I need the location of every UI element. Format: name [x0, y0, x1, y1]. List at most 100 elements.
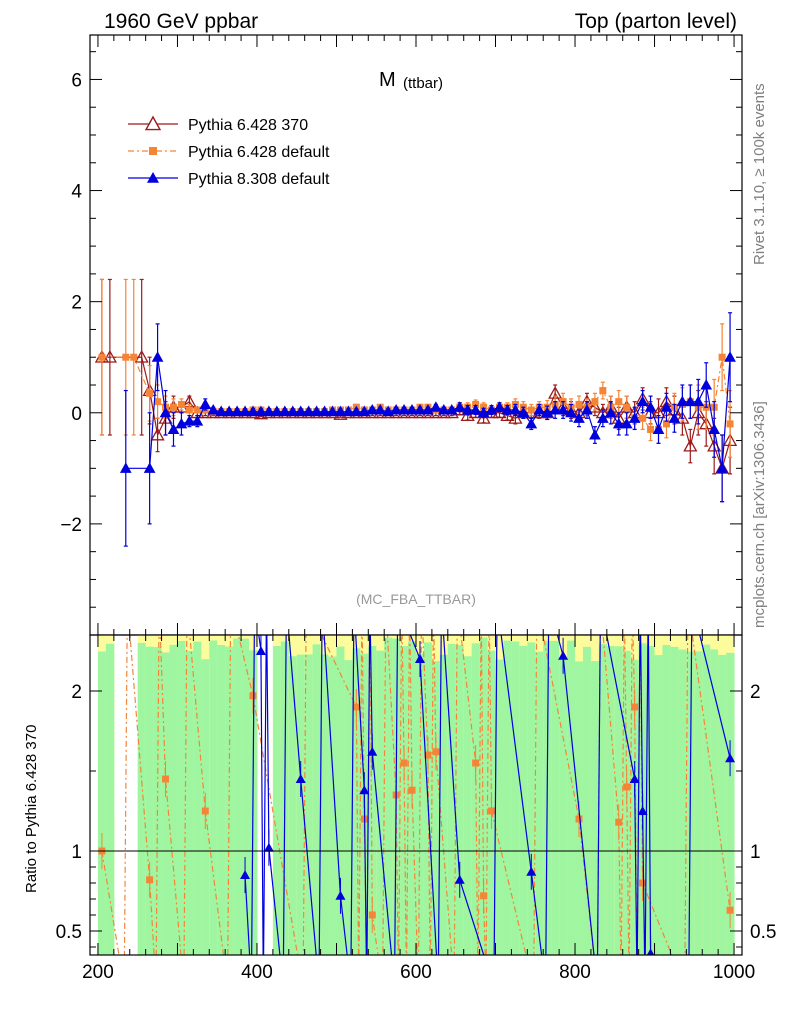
data-point: [437, 403, 450, 415]
ratio-panel: 0.5 0.5 1 1 2 2 200 400 600 800 1000 Ratio to Pyth…: [23, 634, 776, 983]
x-tick-label: 800: [559, 962, 591, 983]
uncertainty-band-green: [344, 660, 353, 955]
uncertainty-band-green: [241, 638, 250, 955]
data-point: [177, 400, 185, 408]
uncertainty-band-green: [439, 654, 449, 955]
ratio-point: [162, 775, 170, 783]
uncertainty-band-green: [296, 654, 306, 955]
uncertainty-band-green: [590, 661, 600, 955]
uncertainty-band-green: [272, 645, 282, 955]
ratio-point: [414, 654, 425, 663]
y-tick-label: 4: [71, 182, 82, 203]
watermark: (MC_FBA_TTBAR): [356, 591, 476, 607]
ratio-point: [639, 879, 647, 887]
ratio-point: [367, 746, 378, 756]
data-point: [430, 401, 442, 412]
data-point: [310, 405, 323, 417]
uncertainty-band-green: [209, 640, 218, 955]
data-point: [342, 405, 355, 417]
data-point: [541, 406, 554, 418]
series-pythia-6-428-default: [98, 278, 734, 458]
data-point: [223, 405, 235, 417]
data-point: [215, 405, 228, 417]
ratio-point: [631, 703, 639, 711]
uncertainty-band-green: [217, 644, 226, 955]
ratio-point: [558, 650, 569, 660]
ratio-point: [432, 748, 440, 756]
uncertainty-band-green: [304, 654, 314, 955]
data-point: [477, 406, 490, 418]
uncertainty-band-green: [718, 654, 727, 955]
data-point: [557, 403, 569, 415]
main-panel: −2 0 2 4 6 M (ttbar) (MC_FBA_TTBAR) Pythia 6…: [60, 34, 743, 636]
ratio-point: [263, 842, 274, 852]
uncertainty-band-green: [463, 656, 473, 955]
data-point: [350, 405, 363, 417]
uncertainty-band-green: [336, 646, 345, 955]
data-point: [623, 403, 631, 411]
uncertainty-band-green: [606, 645, 616, 955]
ratio-ylabel: Ratio to Pythia 6.428 370: [23, 725, 40, 893]
data-point: [422, 403, 434, 415]
uncertainty-band-green: [503, 640, 512, 955]
data-point: [628, 412, 641, 423]
uncertainty-band-green: [614, 646, 624, 955]
rivet-label: Rivet 3.1.10, ≥ 100k events: [751, 83, 768, 265]
data-point: [175, 417, 188, 429]
uncertainty-band-green: [479, 637, 489, 955]
uncertainty-band-green: [312, 644, 322, 955]
data-point: [692, 395, 705, 407]
uncertainty-band-green: [320, 654, 330, 955]
data-point: [492, 405, 507, 419]
uncertainty-band-green: [185, 650, 194, 955]
data-point: [724, 351, 736, 362]
data-point: [382, 405, 395, 417]
ratio-point: [488, 807, 496, 815]
legend-marker: [149, 147, 157, 155]
data-point: [549, 403, 561, 415]
ratio-point: [454, 874, 465, 884]
legend-label: Pythia 8.308 default: [188, 171, 330, 188]
data-point: [263, 405, 275, 417]
data-point: [647, 425, 655, 433]
uncertainty-band-green: [527, 642, 536, 955]
plot-title-sub: (ttbar): [403, 75, 443, 92]
uncertainty-band-green: [678, 649, 687, 955]
uncertainty-band-green: [646, 646, 656, 955]
data-point: [493, 401, 506, 412]
ratio-point: [575, 815, 583, 823]
uncertainty-band-green: [567, 640, 576, 955]
data-point: [302, 405, 315, 417]
uncertainty-band-green: [726, 652, 735, 955]
x-tick-label: 200: [82, 962, 114, 983]
data-point: [726, 420, 734, 428]
data-point: [615, 398, 623, 406]
uncertainty-band-green: [97, 651, 107, 955]
data-point: [589, 428, 601, 440]
data-point: [134, 349, 149, 363]
ratio-point: [725, 753, 736, 763]
uncertainty-band-green: [535, 651, 544, 955]
mcplots-label: mcplots.cern.ch [arXiv:1306.3436]: [751, 401, 768, 628]
data-point: [193, 406, 201, 414]
y-tick-label: 2: [71, 293, 82, 314]
ratio-point: [646, 948, 655, 955]
data-point: [255, 405, 267, 417]
data-point: [271, 405, 283, 417]
data-point: [636, 395, 649, 407]
uncertainty-band-green: [352, 648, 361, 955]
ratio-point: [352, 703, 360, 711]
data-point: [398, 403, 410, 415]
ratio-ticks: 0.5 0.5 1 1 2 2 200 400 600 800 1000: [56, 635, 776, 983]
data-point: [150, 427, 165, 441]
ratio-point: [368, 911, 376, 919]
uncertainty-band-green: [431, 661, 441, 955]
uncertainty-band-green: [384, 637, 393, 955]
data-point: [334, 405, 347, 417]
y-tick-label-right: 2: [750, 682, 761, 703]
data-point: [612, 417, 625, 429]
data-point: [533, 403, 546, 415]
uncertainty-band-green: [169, 644, 178, 955]
data-point: [485, 403, 498, 415]
data-point: [286, 405, 299, 417]
